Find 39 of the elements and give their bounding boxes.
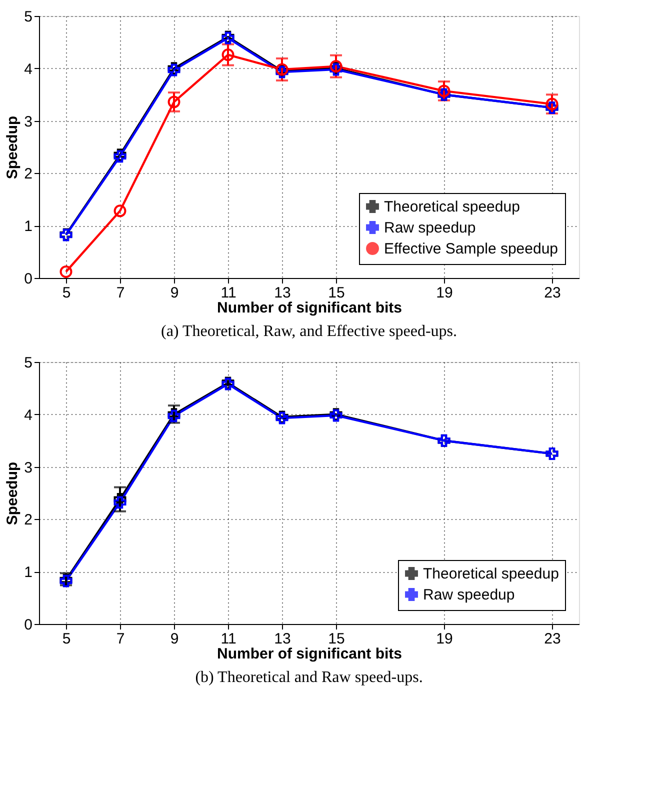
- legend-label: Theoretical speedup: [423, 566, 559, 582]
- x-tick-label: 23: [544, 630, 561, 648]
- y-tick-label: 0: [24, 616, 32, 634]
- y-axis-title: Speedup: [4, 462, 22, 526]
- x-tick-label: 15: [328, 284, 345, 302]
- x-tick-label: 13: [274, 630, 291, 648]
- x-axis-title: Number of significant bits: [216, 646, 402, 662]
- y-tick-label: 1: [24, 564, 32, 582]
- y-tick-label: 1: [24, 218, 32, 236]
- x-tick-label: 9: [170, 284, 179, 302]
- y-tick-label: 2: [24, 166, 32, 183]
- x-tick-label: 15: [328, 630, 345, 648]
- legend-label: Theoretical speedup: [384, 198, 520, 216]
- y-axis-title: Speedup: [4, 116, 22, 180]
- y-tick-label: 4: [24, 406, 32, 424]
- y-tick-label: 5: [24, 8, 32, 26]
- x-tick-label: 5: [62, 284, 71, 302]
- x-tick-label: 5: [62, 630, 71, 648]
- x-tick-label: 23: [544, 284, 561, 302]
- text: (a) Theoretical, Raw, and Effective speed-ups.: [160, 323, 458, 340]
- x-tick-label: 11: [220, 284, 236, 302]
- y-tick-label: 4: [24, 60, 32, 78]
- x-tick-label: 9: [170, 630, 179, 648]
- x-tick-label: 13: [274, 284, 291, 302]
- legend-label: Raw speedup: [384, 220, 476, 236]
- x-tick-label: 19: [436, 630, 453, 648]
- legend-label: Effective Sample speedup: [384, 240, 558, 258]
- x-tick-label: 7: [116, 630, 125, 648]
- y-tick-label: 3: [24, 113, 32, 130]
- x-tick-label: 11: [220, 630, 236, 648]
- y-tick-label: 5: [24, 354, 32, 372]
- x-axis-title: Number of significant bits: [216, 300, 402, 316]
- y-tick-label: 0: [24, 270, 32, 288]
- legend-label: Raw speedup: [423, 586, 515, 604]
- y-tick-label: 3: [24, 459, 32, 476]
- x-tick-label: 19: [436, 284, 453, 302]
- text: (b) Theoretical and Raw speed-ups.: [195, 669, 423, 686]
- x-tick-label: 7: [116, 284, 125, 302]
- y-tick-label: 2: [24, 512, 32, 529]
